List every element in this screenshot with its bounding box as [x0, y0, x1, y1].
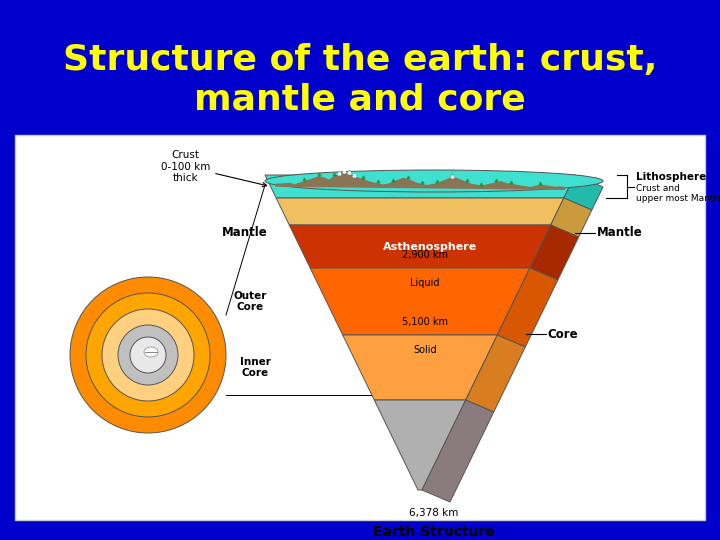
Polygon shape	[310, 268, 530, 335]
Polygon shape	[564, 175, 603, 210]
Polygon shape	[343, 335, 498, 400]
Polygon shape	[289, 225, 551, 268]
Text: Core: Core	[548, 327, 578, 341]
Text: Mantle: Mantle	[222, 226, 268, 240]
Polygon shape	[265, 175, 575, 198]
Polygon shape	[466, 335, 526, 412]
Polygon shape	[276, 198, 564, 225]
Text: Lithosphere: Lithosphere	[636, 172, 706, 181]
Text: Crust and: Crust and	[636, 184, 680, 193]
Text: upper most Mantle: upper most Mantle	[636, 194, 720, 203]
Polygon shape	[551, 198, 592, 237]
Polygon shape	[374, 400, 466, 490]
Ellipse shape	[144, 347, 158, 357]
Text: Solid: Solid	[413, 345, 437, 355]
Text: 2,900 km: 2,900 km	[402, 250, 448, 260]
Polygon shape	[530, 225, 579, 280]
Ellipse shape	[265, 170, 603, 192]
Text: Structure of the earth: crust,: Structure of the earth: crust,	[63, 43, 657, 77]
Text: mantle and core: mantle and core	[194, 83, 526, 117]
Circle shape	[130, 337, 166, 373]
Circle shape	[86, 293, 210, 417]
Text: 5,100 km: 5,100 km	[402, 317, 448, 327]
Polygon shape	[422, 400, 494, 502]
Text: Earth Structure: Earth Structure	[373, 525, 495, 539]
Text: 6,378 km: 6,378 km	[409, 508, 459, 518]
Text: Asthenosphere: Asthenosphere	[383, 241, 477, 252]
Circle shape	[102, 309, 194, 401]
Text: Crust
0-100 km
thick: Crust 0-100 km thick	[161, 150, 266, 187]
Polygon shape	[498, 268, 558, 347]
Circle shape	[70, 277, 226, 433]
FancyBboxPatch shape	[15, 135, 705, 520]
Circle shape	[118, 325, 178, 385]
Text: Outer
Core: Outer Core	[233, 291, 266, 312]
Text: Mantle: Mantle	[597, 226, 642, 240]
Text: Inner
Core: Inner Core	[240, 357, 271, 379]
Text: Liquid: Liquid	[410, 278, 440, 288]
Polygon shape	[275, 172, 565, 190]
